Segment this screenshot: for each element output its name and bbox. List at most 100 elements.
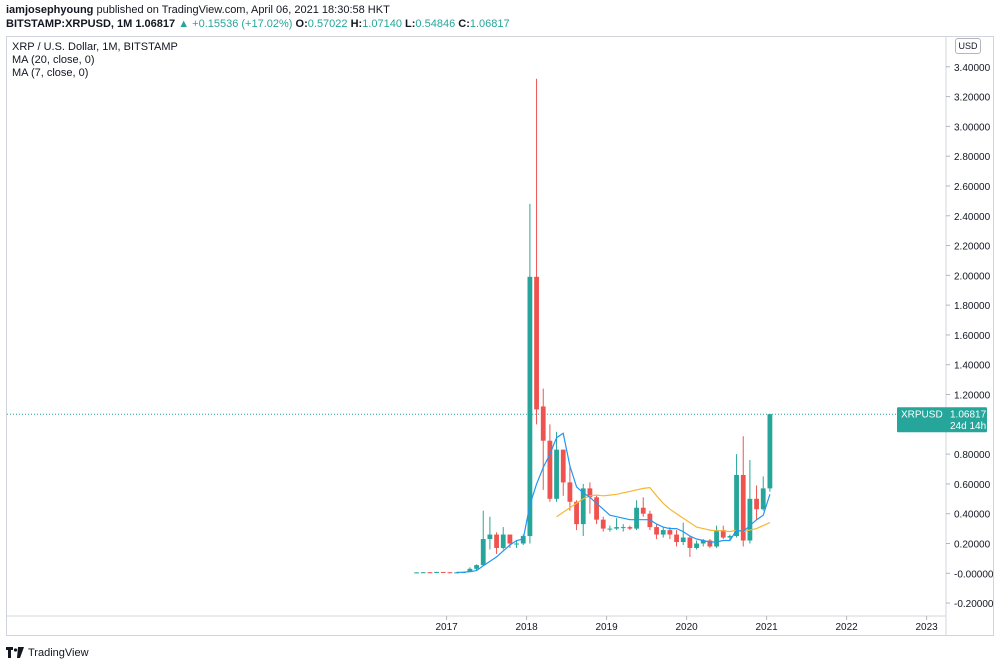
candle-body bbox=[540, 406, 546, 441]
symbol-label: BITSTAMP:XRPUSD, 1M bbox=[6, 18, 133, 30]
candle-body bbox=[507, 534, 513, 544]
candle-body bbox=[747, 498, 753, 541]
ma7-line bbox=[456, 432, 771, 573]
candle-body bbox=[714, 530, 719, 547]
candle-body bbox=[674, 534, 679, 543]
candle-body bbox=[767, 414, 773, 489]
price-tick-label: 2.00000 bbox=[954, 271, 991, 282]
open-value: 0.57022 bbox=[307, 18, 348, 30]
price-tick-label: -0.20000 bbox=[954, 599, 994, 610]
price-change: +0.15536 (+17.02%) bbox=[192, 18, 293, 30]
publisher-name[interactable]: iamjosephyoung bbox=[6, 4, 94, 16]
candle-body bbox=[634, 507, 639, 529]
candle-body bbox=[467, 568, 473, 573]
candle-body bbox=[720, 530, 726, 538]
candle-body bbox=[680, 537, 686, 543]
candle-body bbox=[600, 519, 606, 529]
price-tag-box bbox=[897, 407, 987, 433]
currency-badge[interactable]: USD bbox=[955, 38, 981, 54]
low-value: 0.54846 bbox=[415, 18, 456, 30]
price-tick-label: 0.40000 bbox=[954, 510, 991, 521]
price-tick-label: 3.00000 bbox=[954, 122, 991, 133]
candle-body bbox=[614, 527, 619, 529]
footer-brand: TradingView bbox=[28, 647, 89, 659]
candle-body bbox=[654, 527, 659, 535]
candle-body bbox=[734, 474, 739, 537]
time-tick-label: 2020 bbox=[675, 622, 698, 633]
high-value: 1.07140 bbox=[362, 18, 402, 30]
price-tag-price: 1.06817 bbox=[950, 410, 987, 421]
candle-body bbox=[414, 572, 419, 574]
price-tick-label: 2.80000 bbox=[954, 152, 991, 163]
published-text: published on TradingView.com, April 06, … bbox=[96, 4, 390, 16]
candle-body bbox=[567, 482, 573, 502]
candle-body bbox=[434, 571, 439, 573]
open-label: O: bbox=[295, 18, 308, 30]
candle-body bbox=[480, 539, 486, 566]
price-tick-label: 2.60000 bbox=[954, 182, 991, 193]
candle-body bbox=[514, 543, 519, 545]
moving-averages bbox=[456, 432, 771, 573]
time-tick-label: 2019 bbox=[595, 622, 618, 633]
candle-body bbox=[574, 501, 579, 525]
candle-body bbox=[620, 527, 626, 529]
candle-body bbox=[580, 488, 586, 525]
ma20-line bbox=[556, 486, 771, 533]
price-tick-label: 0.20000 bbox=[954, 539, 991, 550]
price-tick-label: 2.20000 bbox=[954, 242, 991, 253]
candle-body bbox=[554, 449, 559, 499]
candle-body bbox=[727, 536, 733, 538]
candles bbox=[414, 78, 773, 574]
candle-body bbox=[707, 540, 713, 547]
price-tag-symbol: XRPUSD bbox=[901, 410, 943, 421]
candle-body bbox=[587, 488, 593, 498]
candle-body bbox=[594, 497, 599, 520]
price-tick-label: 1.20000 bbox=[954, 391, 991, 402]
footer: TradingView bbox=[6, 644, 89, 662]
price-axis[interactable]: 3.40000 3.20000 3.00000 2.80000 2.60000 2.400… bbox=[945, 36, 994, 636]
price-tick-label: 1.60000 bbox=[954, 331, 991, 342]
legend-title: XRP / U.S. Dollar, 1M, BITSTAMP bbox=[12, 41, 178, 53]
candle-body bbox=[760, 488, 766, 510]
candle-body bbox=[754, 498, 759, 510]
candle-body bbox=[694, 543, 699, 548]
candle-body bbox=[700, 540, 706, 544]
time-axis[interactable]: 2017 2018 2019 2020 2021 2022 2023 bbox=[6, 615, 946, 633]
candle-body bbox=[454, 572, 459, 574]
price-tick-label: 3.20000 bbox=[954, 93, 991, 104]
candle-body bbox=[440, 571, 446, 573]
candle-body bbox=[640, 507, 646, 514]
time-tick-label: 2021 bbox=[755, 622, 778, 633]
chart-legend: XRP / U.S. Dollar, 1M, BITSTAMP MA (20, … bbox=[12, 41, 178, 80]
legend-ma20[interactable]: MA (20, close, 0) bbox=[12, 54, 95, 66]
price-tick-label: 2.40000 bbox=[954, 212, 991, 223]
candle-body bbox=[527, 276, 533, 537]
candle-body bbox=[500, 534, 506, 548]
close-value: 1.06817 bbox=[469, 18, 510, 30]
time-tick-label: 2023 bbox=[915, 622, 938, 633]
published-header: iamjosephyoung published on TradingView.… bbox=[0, 0, 1000, 32]
candle-body bbox=[447, 572, 453, 574]
price-tag: XRPUSD 1.06817 24d 14h bbox=[897, 407, 987, 433]
change-up-icon: ▲ bbox=[178, 18, 190, 30]
legend-ma7[interactable]: MA (7, close, 0) bbox=[12, 67, 89, 79]
price-tick-label: 0.80000 bbox=[954, 450, 991, 461]
close-label: C: bbox=[458, 18, 470, 30]
candle-body bbox=[494, 534, 499, 548]
candle-body bbox=[474, 565, 479, 569]
candle-body bbox=[607, 528, 613, 530]
time-tick-label: 2022 bbox=[835, 622, 858, 633]
candle-body bbox=[660, 530, 666, 535]
candle-body bbox=[740, 474, 746, 541]
candle-body bbox=[487, 534, 493, 540]
low-label: L: bbox=[405, 18, 416, 30]
high-label: H: bbox=[350, 18, 363, 30]
price-tick-label: 3.40000 bbox=[954, 63, 991, 74]
price-tick-label: 0.60000 bbox=[954, 480, 991, 491]
candle-body bbox=[534, 276, 539, 410]
price-tag-countdown: 24d 14h bbox=[950, 421, 986, 432]
candle-body bbox=[420, 572, 426, 574]
candle-body bbox=[627, 527, 633, 529]
chart-frame[interactable] bbox=[6, 36, 994, 636]
